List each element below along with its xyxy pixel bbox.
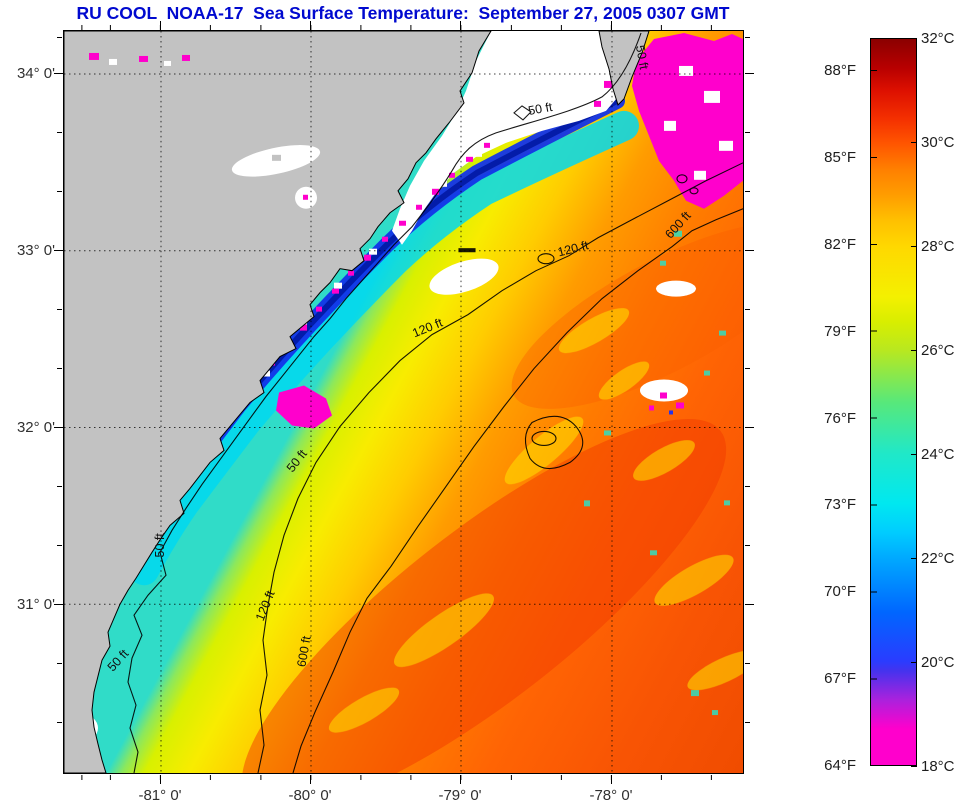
flag-blob-1	[276, 385, 332, 429]
contour-120ft	[257, 162, 743, 773]
colorbar-celsius-label: 18°C	[921, 758, 955, 775]
colorbar-celsius-label: 22°C	[921, 550, 955, 567]
y-major-tick	[54, 73, 63, 74]
mainland	[64, 31, 492, 773]
x-axis-label: -80° 0'	[288, 787, 332, 801]
x-major-tick-top	[611, 21, 612, 30]
x-major-tick	[310, 775, 311, 784]
contour-meander	[524, 415, 584, 469]
coastal-cloud-arc	[392, 31, 618, 245]
x-axis-minor-ticks-bottom	[63, 775, 743, 780]
y-axis-label: 31° 0'	[16, 596, 55, 613]
x-major-tick-top	[310, 21, 311, 30]
land-speckles	[89, 52, 190, 66]
colorbar-celsius-label: 30°C	[921, 134, 955, 151]
y-axis-label: 34° 0'	[16, 65, 55, 82]
contour-50ft	[127, 32, 642, 773]
cloud-holes	[664, 65, 733, 180]
colorbar-celsius-label: 26°C	[921, 342, 955, 359]
cool-filament-specks	[584, 230, 730, 716]
colorbar-celsius-label: 24°C	[921, 446, 955, 463]
depth-contours	[127, 32, 743, 773]
y-major-tick	[54, 604, 63, 605]
y-major-tick	[54, 250, 63, 251]
graticule	[64, 31, 743, 773]
y-major-tick-right	[745, 604, 754, 605]
cape-fear-peninsula	[598, 31, 650, 106]
colorbar-fahrenheit-label: 88°F	[824, 62, 856, 79]
x-major-tick-top	[160, 21, 161, 30]
colorbar-celsius-label: 20°C	[921, 654, 955, 671]
colorbar-fahrenheit-ticks	[871, 38, 877, 767]
contour-loop	[513, 105, 532, 121]
colorbar-fahrenheit-label: 79°F	[824, 323, 856, 340]
x-major-tick	[611, 775, 612, 784]
colorbar-celsius-ticks	[911, 38, 917, 767]
y-major-tick-right	[745, 427, 754, 428]
x-major-tick	[460, 775, 461, 784]
y-axis-label: 32° 0'	[16, 419, 55, 436]
colorbar-fahrenheit-label: 67°F	[824, 670, 856, 687]
contour-label: 50 ft	[153, 533, 167, 558]
contour-loop	[676, 174, 688, 184]
contour-label: 50 ft	[633, 44, 651, 71]
sst-texture	[241, 222, 743, 773]
page-title: RU COOL NOAA-17 Sea Surface Temperature:…	[76, 3, 730, 23]
colorbar-fahrenheit-label: 82°F	[824, 236, 856, 253]
contour-label: 600 ft	[294, 634, 313, 668]
temperature-colorbar	[870, 38, 917, 766]
x-axis-label: -81° 0'	[138, 787, 182, 801]
contour-loop	[689, 187, 699, 195]
map-plot-area: 50 ft 50 ft 120 ft 600 ft 120 ft 50 ft 5…	[63, 30, 744, 774]
colorbar-fahrenheit-label: 76°F	[824, 410, 856, 427]
y-major-tick-right	[745, 250, 754, 251]
x-major-tick-top	[460, 21, 461, 30]
colorbar-fahrenheit-label: 73°F	[824, 496, 856, 513]
coastal-cold-band	[129, 101, 639, 586]
x-major-tick	[160, 775, 161, 784]
colorbar-celsius-label: 32°C	[921, 30, 955, 47]
colorbar-fahrenheit-label: 70°F	[824, 583, 856, 600]
contour-loop	[537, 253, 555, 265]
yellow-mottles	[328, 308, 743, 733]
offshore-warm-swath	[511, 222, 743, 409]
colorbar-fahrenheit-label: 64°F	[824, 757, 856, 774]
y-major-tick	[54, 427, 63, 428]
colorbar-fahrenheit-label: 85°F	[824, 149, 856, 166]
y-axis-label: 33° 0'	[16, 242, 55, 259]
x-axis-label: -78° 0'	[589, 787, 633, 801]
contour-600ft	[292, 208, 743, 773]
land	[64, 31, 650, 773]
y-major-tick-right	[745, 73, 754, 74]
cyan-band	[129, 110, 639, 586]
x-axis-minor-ticks-top	[63, 25, 743, 30]
x-axis-label: -79° 0'	[438, 787, 482, 801]
colorbar-celsius-label: 28°C	[921, 238, 955, 255]
sst-raster: 50 ft 50 ft 120 ft 600 ft 120 ft 50 ft 5…	[64, 31, 743, 773]
contour-loop	[531, 430, 557, 446]
flagged-cloud-mass	[632, 32, 743, 209]
y-axis-minor-ticks-right	[745, 30, 750, 774]
y-axis-minor-ticks-left	[57, 30, 62, 774]
contour-label: 50 ft	[527, 100, 554, 118]
